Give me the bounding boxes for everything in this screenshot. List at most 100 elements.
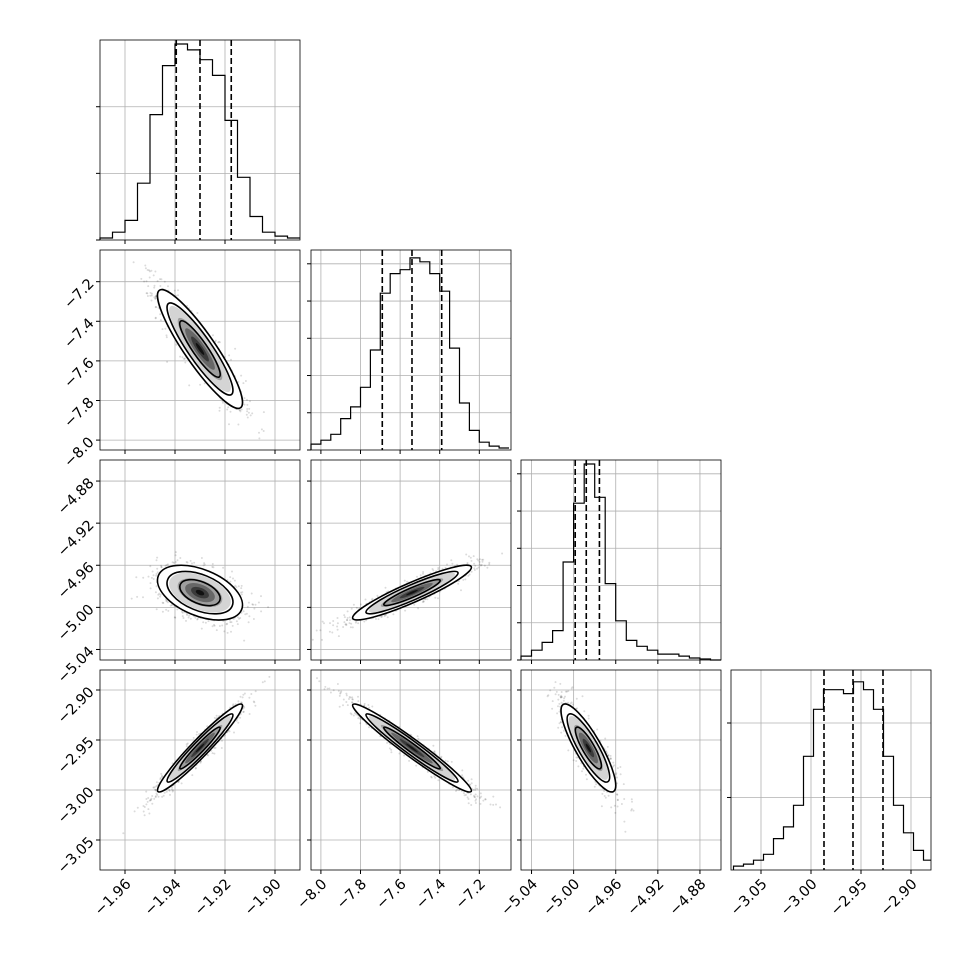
sample-point (336, 625, 339, 628)
sample-point (250, 592, 253, 595)
sample-point (231, 624, 234, 627)
sample-point (200, 557, 203, 559)
sample-point (246, 398, 248, 401)
sample-point (351, 698, 354, 701)
sample-point (246, 403, 249, 406)
scatter-panel-3-1 (99, 459, 301, 661)
sample-point (260, 610, 263, 613)
sample-point (189, 617, 192, 620)
sample-point (142, 596, 144, 599)
sample-point (122, 832, 125, 835)
sample-point (349, 626, 352, 629)
sample-point (133, 810, 136, 813)
sample-point (174, 554, 177, 557)
sample-point (160, 772, 163, 775)
sample-point (185, 619, 187, 622)
sample-point (351, 626, 354, 629)
sample-point (229, 580, 232, 583)
sample-point (248, 407, 251, 410)
sample-point (172, 561, 175, 564)
contour-line (156, 288, 244, 410)
sample-point (249, 400, 251, 403)
sample-point (473, 795, 476, 798)
sample-point (476, 787, 479, 790)
sample-point (329, 622, 331, 625)
sample-point (417, 607, 420, 610)
sample-point (430, 775, 433, 778)
sample-point (267, 606, 270, 609)
sample-point (237, 585, 240, 588)
sample-point (481, 558, 484, 561)
sample-point (336, 628, 339, 631)
hist-panel-3 (517, 459, 722, 661)
sample-point (235, 620, 238, 623)
sample-point (468, 555, 470, 558)
sample-point (336, 683, 339, 685)
sample-point (367, 704, 370, 706)
panel-frame (99, 459, 301, 661)
sample-point (383, 615, 386, 618)
sample-point (150, 798, 152, 801)
sample-point (152, 578, 155, 580)
sample-point (474, 796, 476, 799)
sample-point (149, 587, 152, 590)
sample-point (478, 561, 481, 563)
sample-point (194, 616, 197, 619)
sample-point (185, 745, 188, 748)
sample-point (130, 597, 133, 600)
sample-point (169, 604, 172, 607)
sample-point (177, 781, 180, 784)
sample-point (230, 630, 232, 633)
sample-point (227, 406, 230, 409)
scatter-panel-4-2 (310, 669, 512, 871)
sample-point (142, 810, 145, 813)
sample-point (222, 401, 224, 404)
sample-point (150, 269, 153, 272)
sample-point (193, 561, 196, 564)
sample-point (331, 631, 334, 634)
sample-point (191, 562, 193, 565)
sample-point (154, 796, 157, 799)
sample-point (199, 761, 202, 764)
sample-point (147, 808, 150, 811)
sample-point (156, 793, 159, 796)
sample-point (194, 767, 197, 770)
sample-point (242, 710, 245, 713)
sample-point (242, 610, 245, 613)
sample-point (424, 598, 427, 601)
sample-point (404, 609, 407, 612)
sample-point (161, 601, 164, 604)
sample-point (163, 791, 166, 794)
sample-point (351, 701, 353, 704)
sample-point (232, 703, 235, 706)
sample-point (462, 578, 465, 581)
sample-point (332, 624, 335, 627)
sample-point (403, 579, 406, 582)
sample-point (357, 695, 359, 698)
sample-point (177, 294, 179, 297)
sample-point (148, 270, 151, 273)
contour-line (382, 578, 442, 607)
sample-point (203, 382, 206, 385)
sample-point (247, 411, 250, 414)
sample-point (253, 701, 256, 704)
sample-point (242, 382, 245, 385)
sample-point (469, 556, 472, 559)
sample-point (161, 795, 164, 798)
sample-point (437, 779, 440, 782)
sample-point (159, 278, 161, 281)
sample-point (179, 557, 182, 559)
sample-point (231, 570, 233, 573)
sample-point (451, 562, 454, 565)
sample-point (165, 790, 168, 793)
sample-point (220, 747, 223, 749)
sample-point (461, 769, 464, 772)
sample-point (154, 795, 157, 798)
sample-point (243, 397, 246, 400)
sample-point (252, 700, 255, 703)
sample-point (323, 688, 326, 691)
sample-point (346, 617, 349, 619)
sample-point (444, 759, 447, 762)
sample-point (422, 600, 425, 603)
